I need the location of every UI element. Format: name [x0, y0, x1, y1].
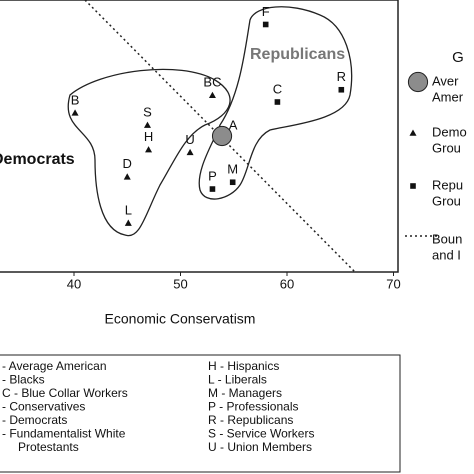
x-axis-label: Economic Conservatism — [105, 311, 256, 327]
point-label: D — [123, 156, 132, 171]
point-label: R — [337, 69, 346, 84]
key-entry: H - Hispanics — [208, 359, 279, 373]
point — [262, 21, 269, 28]
democrats-enclosure — [67, 68, 231, 237]
key-entry: Protestants — [18, 440, 79, 454]
republicans-enclosure — [198, 6, 353, 200]
point-label: A — [229, 117, 238, 132]
point-label: M — [227, 162, 238, 177]
key-entry: - Conservatives — [2, 400, 85, 414]
key-entry: - Blacks — [2, 373, 45, 387]
point — [186, 148, 194, 156]
group-label: Republicans — [250, 46, 345, 63]
key-entry: P - Professionals — [208, 400, 299, 414]
key-entry: U - Union Members — [208, 440, 312, 454]
key-entry: C - Blue Collar Workers — [2, 386, 128, 400]
point-label: BC — [203, 75, 221, 90]
point — [208, 91, 216, 98]
point-label: C — [273, 81, 282, 96]
point — [123, 173, 131, 180]
key-entry: - Fundamentalist White — [2, 427, 126, 441]
legend-text: Grou — [432, 140, 461, 155]
point — [124, 219, 132, 226]
legend-marker — [407, 71, 429, 93]
point — [71, 109, 79, 116]
point-label: F — [262, 4, 270, 19]
key-entry: L - Liberals — [208, 373, 267, 387]
point — [143, 121, 151, 128]
point — [229, 179, 236, 186]
point-label: P — [208, 168, 217, 183]
group-label: Democrats — [0, 151, 75, 168]
x-tick-label: 60 — [280, 276, 294, 291]
legend-text: Demo — [432, 124, 467, 139]
legend-text: Repu — [432, 177, 463, 192]
key-entry: S - Service Workers — [208, 427, 314, 441]
x-tick-label: 40 — [67, 276, 81, 291]
point-label: L — [125, 202, 132, 217]
legend-text: Amer — [432, 89, 464, 104]
legend-title: G — [452, 49, 464, 66]
key-box — [0, 354, 401, 473]
plot-frame — [0, 0, 399, 273]
legend-marker — [409, 129, 417, 136]
point — [145, 146, 153, 153]
legend-text: Boun — [432, 231, 462, 246]
point — [274, 99, 281, 105]
x-tick-label: 70 — [386, 276, 400, 291]
key-entry: - Democrats — [2, 413, 67, 427]
point-label: H — [144, 129, 153, 144]
point-label: B — [71, 92, 80, 107]
key-entry: M - Managers — [208, 386, 282, 400]
point — [209, 186, 216, 192]
legend-marker — [410, 183, 416, 189]
point — [211, 125, 233, 147]
legend-text: Aver — [432, 73, 459, 88]
point-label: U — [185, 132, 194, 147]
key-entry: R - Republicans — [208, 413, 293, 427]
key-entry: - Average American — [2, 359, 107, 373]
point — [338, 86, 345, 93]
legend-text: and I — [432, 247, 461, 262]
legend-text: Grou — [432, 193, 461, 208]
x-tick-label: 50 — [173, 276, 187, 291]
point-label: S — [143, 105, 152, 120]
